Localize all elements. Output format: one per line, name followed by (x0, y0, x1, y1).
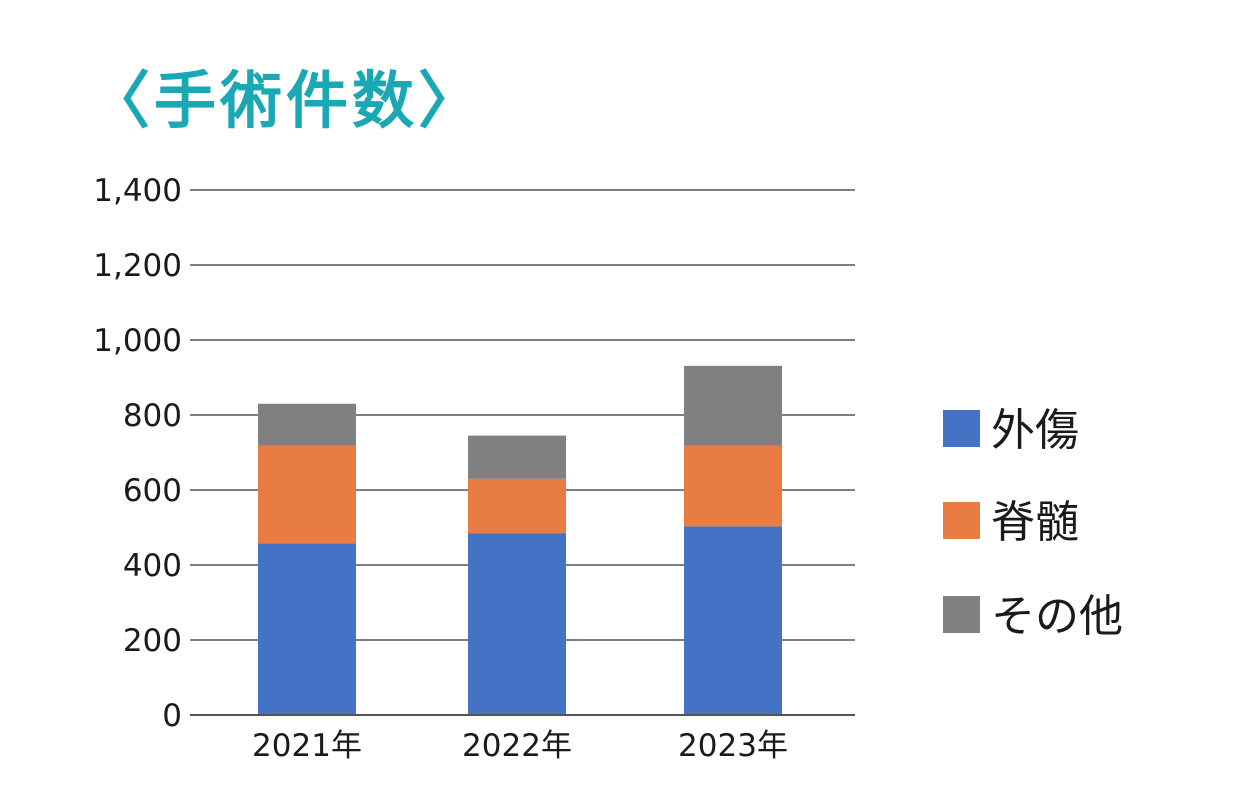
bar-segment (258, 445, 356, 544)
x-tick-label: 2021年 (252, 728, 362, 764)
bar-segment (258, 403, 356, 446)
bar-segment (468, 435, 566, 479)
y-tick-label: 400 (123, 548, 182, 584)
y-tick-label: 1,400 (93, 173, 182, 209)
y-axis-ticks: 0 200 400 600 800 1,000 1,200 1,400 (93, 173, 182, 734)
legend-swatch (943, 596, 980, 633)
legend-swatch (943, 410, 980, 447)
bar-segment (684, 445, 782, 527)
y-tick-label: 200 (123, 623, 182, 659)
bar-segment (468, 478, 566, 534)
bar-segment (258, 543, 356, 715)
x-tick-label: 2023年 (678, 728, 788, 764)
x-tick-label: 2022年 (462, 728, 572, 764)
legend-label: その他 (991, 591, 1123, 642)
bar-segment (684, 526, 782, 715)
legend-label: 脊髄 (991, 497, 1079, 548)
bars (190, 365, 855, 716)
chart-title: 〈手術件数〉 (88, 64, 485, 137)
legend-label: 外傷 (991, 405, 1079, 456)
bar-segment (684, 365, 782, 446)
bar-segment (468, 533, 566, 715)
legend-swatch (943, 502, 980, 539)
y-tick-label: 1,200 (93, 248, 182, 284)
y-tick-label: 800 (123, 398, 182, 434)
y-tick-label: 0 (162, 698, 182, 734)
x-axis-labels: 2021年 2022年 2023年 (252, 728, 788, 764)
y-tick-label: 1,000 (93, 323, 182, 359)
y-tick-label: 600 (123, 473, 182, 509)
